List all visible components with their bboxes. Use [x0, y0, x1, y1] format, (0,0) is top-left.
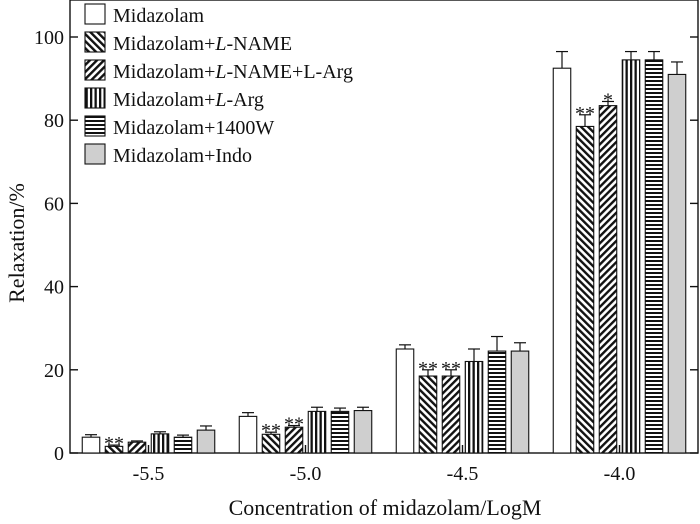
bar: [644, 59, 664, 454]
bar: [418, 375, 438, 454]
x-tick-label: -5.5: [133, 463, 165, 485]
bar: [667, 73, 687, 454]
legend-label-part: L: [214, 61, 226, 83]
y-axis: 0 20 40 60 80 100: [34, 27, 698, 465]
legend-label: Midazolam: [113, 5, 205, 27]
y-tick-label: 80: [44, 110, 64, 132]
y-tick-label: 20: [44, 360, 64, 382]
y-tick-label: 40: [44, 277, 64, 299]
y-tick-label: 60: [44, 193, 64, 215]
legend-label-part: Midazolam: [113, 5, 205, 27]
significance-layer: **** **** *****: [104, 89, 613, 455]
x-tick-label: -4.5: [447, 463, 479, 485]
bar: [196, 429, 216, 454]
legend-swatch: [84, 115, 106, 137]
bar: [395, 348, 415, 454]
legend-label: Midazolam+L-Arg: [113, 89, 264, 111]
bar: [150, 433, 170, 454]
significance-marker: **: [441, 358, 461, 380]
legend-label-part: -Arg: [227, 89, 264, 111]
legend-swatch: [84, 59, 106, 81]
bar: [510, 350, 530, 454]
legend-label-part: Midazolam+1400W: [113, 117, 274, 139]
significance-marker: **: [104, 433, 124, 455]
bar: [552, 67, 572, 454]
legend-swatch: [84, 87, 106, 109]
significance-marker: **: [418, 358, 438, 380]
legend: MidazolamMidazolam+L-NAMEMidazolam+L-NAM…: [84, 3, 353, 167]
legend-swatch: [84, 143, 106, 165]
bar: [598, 105, 618, 454]
bar: [621, 59, 641, 454]
error-bars-layer: [85, 50, 683, 447]
bar: [238, 415, 258, 454]
legend-label: Midazolam+1400W: [113, 117, 274, 139]
y-axis-label: Relaxation/%: [4, 183, 29, 303]
legend-label-part: Midazolam+: [113, 61, 215, 83]
legend-label: Midazolam+Indo: [113, 145, 252, 167]
bar: [487, 350, 507, 454]
bar: [127, 441, 147, 454]
legend-label-part: -NAME: [227, 33, 293, 55]
legend-swatch: [84, 3, 106, 25]
significance-marker: *: [603, 89, 613, 111]
bar: [81, 436, 101, 454]
y-tick-label: 100: [34, 27, 64, 49]
legend-label-part: L: [214, 33, 226, 55]
bar: [330, 410, 350, 454]
bar: [307, 410, 327, 454]
x-axis: -5.5 -5.0 -4.5 -4.0: [133, 445, 636, 485]
legend-swatch: [84, 31, 106, 53]
legend-label-part: Midazolam+: [113, 89, 215, 111]
legend-label-part: -NAME+L-Arg: [227, 61, 353, 83]
legend-label-part: Midazolam+: [113, 33, 215, 55]
bars-layer: [81, 59, 687, 454]
bar: [464, 360, 484, 454]
bar: [441, 375, 461, 454]
bar: [575, 125, 595, 454]
legend-label: Midazolam+L-NAME+L-Arg: [113, 61, 353, 83]
x-axis-label: Concentration of midazolam/LogM: [229, 495, 542, 520]
plot-border: [69, 0, 699, 454]
x-tick-label: -5.0: [290, 463, 322, 485]
plot-frame: [69, 0, 699, 454]
significance-marker: **: [284, 414, 304, 436]
legend-label-part: L: [214, 89, 226, 111]
legend-label-part: Midazolam+Indo: [113, 145, 252, 167]
significance-marker: **: [575, 103, 595, 125]
significance-marker: **: [261, 420, 281, 442]
legend-label: Midazolam+L-NAME: [113, 33, 292, 55]
bar: [353, 410, 373, 454]
bar: [173, 436, 193, 454]
y-tick-label: 0: [54, 443, 64, 465]
x-tick-label: -4.0: [604, 463, 636, 485]
